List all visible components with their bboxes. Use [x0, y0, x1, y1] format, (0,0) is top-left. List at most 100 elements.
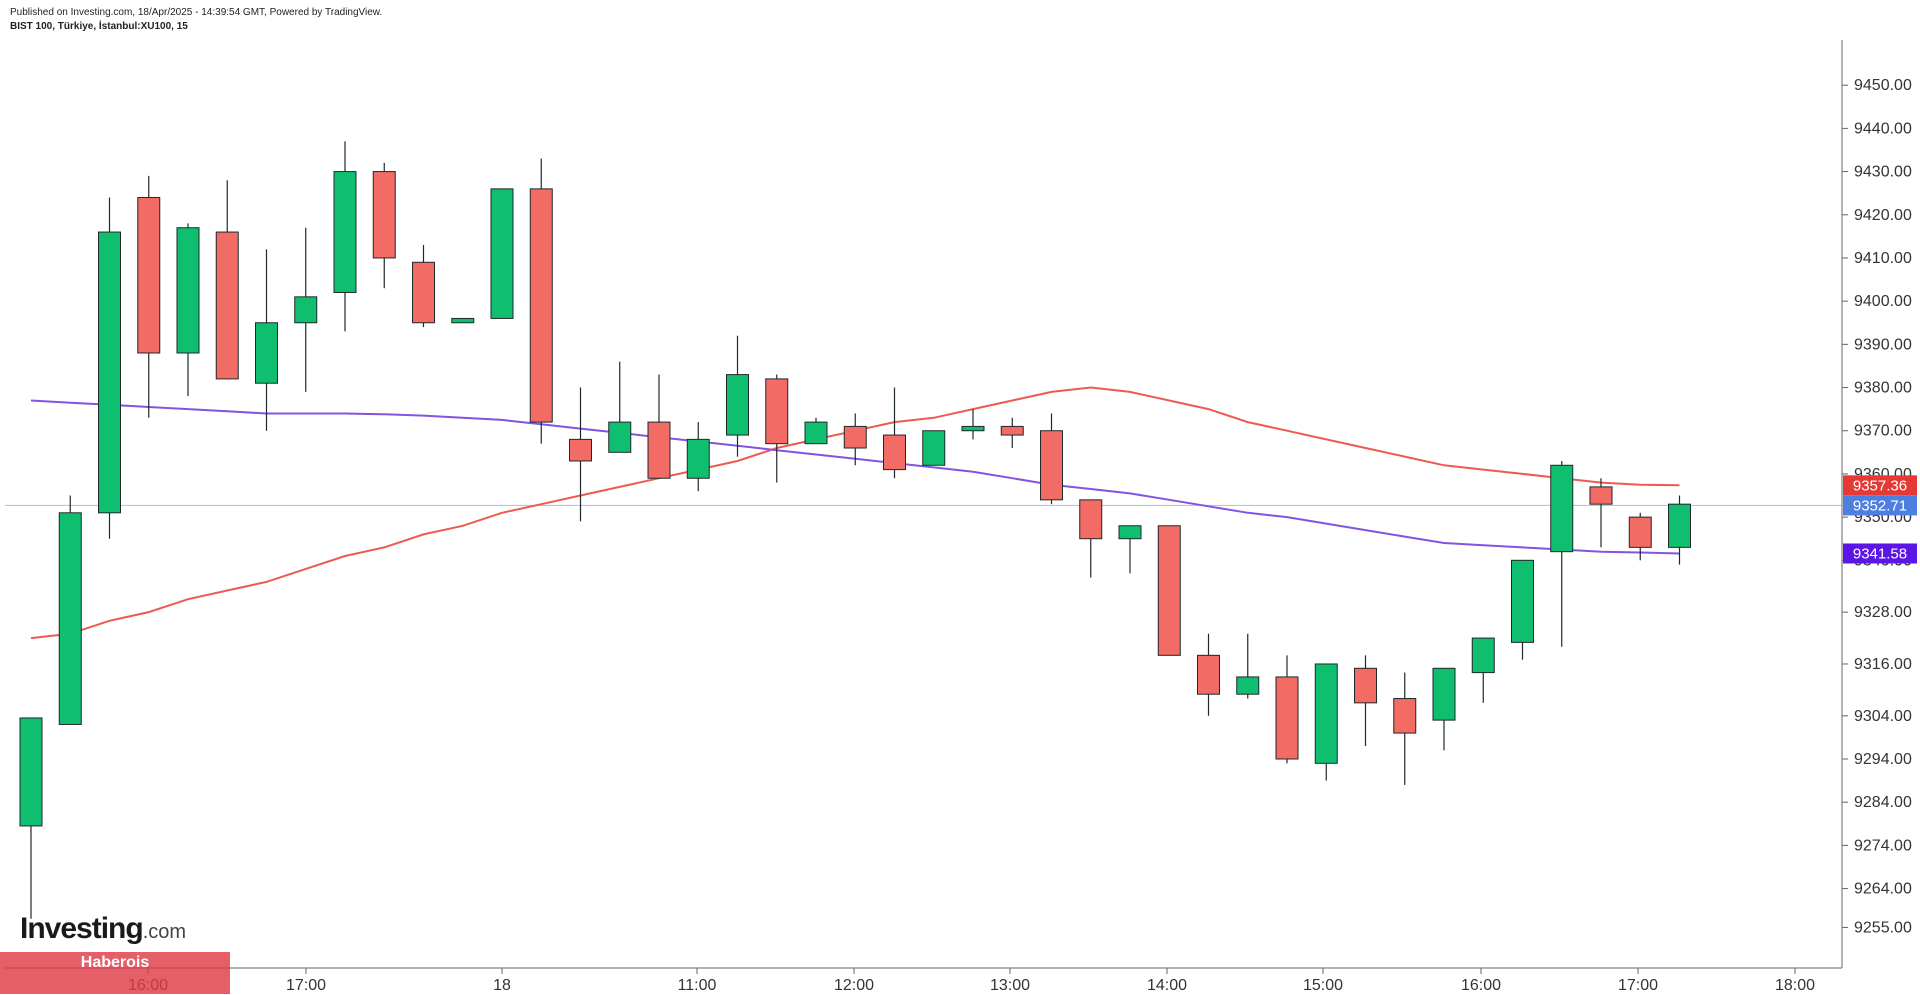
candle-body: [1668, 503, 1691, 548]
candle-body: [1236, 676, 1260, 695]
investing-logo: Investing.com: [20, 912, 186, 946]
x-tick-label: 16:00: [1461, 977, 1501, 994]
candle-down: [883, 387, 906, 479]
candle-down: [1589, 478, 1613, 548]
candle-down: [1275, 655, 1299, 764]
candle-up: [176, 223, 200, 397]
y-tick-label: 9390.00: [1854, 336, 1912, 353]
candle-up: [333, 141, 357, 332]
price-tag: 9357.36: [1843, 475, 1917, 496]
candle-up: [294, 227, 318, 392]
candle-down: [137, 175, 161, 418]
price-tag: 9341.58: [1843, 543, 1917, 564]
candle-up: [19, 717, 43, 919]
candle-body: [98, 231, 121, 514]
candle-down: [372, 162, 396, 289]
candle-body: [1511, 559, 1534, 643]
candle-body: [1589, 486, 1613, 505]
candle-down: [1197, 633, 1220, 716]
candle-up: [804, 417, 828, 445]
x-tick-label: 17:00: [1618, 977, 1658, 994]
price-tag-box: [1843, 495, 1917, 516]
candle-body: [529, 188, 553, 423]
y-tick-label: 9294.00: [1854, 751, 1912, 768]
candle-up: [1550, 460, 1574, 647]
candle-body: [1550, 464, 1574, 553]
x-tick-label: 12:00: [834, 977, 874, 994]
candle-down: [647, 374, 671, 479]
candle-body: [569, 438, 592, 462]
candle-up: [1236, 633, 1260, 699]
y-tick-label: 9316.00: [1854, 656, 1912, 673]
candle-down: [1354, 655, 1377, 747]
candle-up: [922, 430, 946, 466]
candle-down: [1000, 417, 1024, 449]
candle-down: [1157, 525, 1181, 656]
x-tick-label: 18: [493, 977, 511, 994]
y-tick-label: 9410.00: [1854, 250, 1912, 267]
candle-body: [922, 430, 946, 466]
candle-body: [294, 296, 318, 324]
published-note: Published on Investing.com, 18/Apr/2025 …: [10, 7, 383, 18]
candle-body: [58, 512, 82, 725]
candle-body: [1000, 425, 1024, 436]
candle-body: [1471, 637, 1495, 674]
candle-body: [1197, 654, 1220, 695]
candle-up: [1314, 663, 1338, 781]
candle-body: [961, 425, 985, 432]
candle-down: [529, 158, 553, 444]
logo-main-text: Investing: [20, 912, 144, 945]
y-tick-label: 9450.00: [1854, 77, 1912, 94]
candle-down: [1079, 499, 1103, 578]
candle-body: [372, 171, 396, 259]
y-tick-label: 9400.00: [1854, 293, 1912, 310]
y-tick-label: 9304.00: [1854, 708, 1912, 725]
y-tick-label: 9264.00: [1854, 881, 1912, 898]
candle-body: [883, 434, 906, 471]
y-tick-label: 9380.00: [1854, 380, 1912, 397]
x-tick-label: 15:00: [1303, 977, 1343, 994]
candle-body: [1157, 525, 1181, 656]
candle-body: [215, 231, 239, 380]
candle-up: [255, 249, 278, 431]
candle-body: [843, 425, 867, 449]
candle-body: [608, 421, 632, 453]
candle-up: [726, 335, 749, 457]
candle-body: [176, 227, 200, 354]
candle-down: [1628, 512, 1652, 561]
candle-up: [58, 495, 82, 725]
candle-body: [1079, 499, 1103, 540]
candle-up: [451, 317, 475, 324]
candle-up: [686, 422, 710, 492]
price-tag-label: 9357.36: [1853, 477, 1907, 494]
axis-layer: 9255.00 9264.00 9274.00 9284.00 9294.00 9304.…: [5, 40, 1912, 994]
candle-body: [804, 421, 828, 445]
price-tag-box: [1843, 543, 1917, 564]
price-tags-layer: 9357.36 9352.71 9341.58: [1843, 475, 1917, 564]
candle-body: [765, 378, 789, 445]
candle-body: [255, 322, 278, 384]
price-tag-box: [1843, 475, 1917, 496]
candle-body: [1354, 667, 1377, 704]
x-tick-label: 11:00: [678, 977, 717, 994]
candle-body: [1393, 698, 1417, 734]
candle-down: [569, 387, 592, 522]
candle-down: [1040, 413, 1063, 505]
candle-up: [1471, 637, 1495, 703]
candle-body: [1040, 430, 1063, 501]
candle-down: [765, 374, 789, 483]
candle-up: [1118, 525, 1142, 574]
candle-body: [726, 374, 749, 436]
candles-layer: [19, 141, 1691, 919]
x-tick-label: 17:00: [286, 977, 326, 994]
candle-body: [1314, 663, 1338, 764]
candle-body: [1432, 667, 1456, 721]
candle-down: [215, 180, 239, 380]
chart-header: Published on Investing.com, 18/Apr/2025 …: [10, 6, 382, 34]
y-tick-label: 9274.00: [1854, 837, 1912, 854]
candle-body: [647, 421, 671, 479]
y-tick-label: 9430.00: [1854, 164, 1912, 181]
candle-body: [412, 261, 435, 324]
candle-up: [98, 197, 121, 539]
